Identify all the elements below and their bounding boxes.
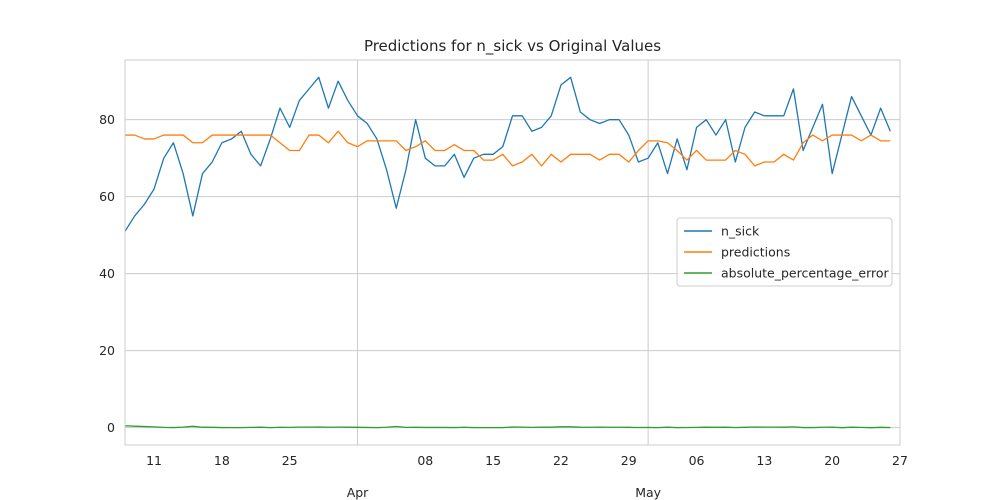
x-tick-label: 13 — [756, 453, 772, 468]
series-line-n-sick — [124, 76, 891, 232]
x-month-label: May — [635, 485, 661, 500]
x-tick-label: 06 — [689, 453, 705, 468]
legend-frame — [676, 217, 893, 287]
y-tick-label: 60 — [99, 189, 115, 204]
y-tick-label: 20 — [99, 343, 115, 358]
legend: n_sick predictions absolute_percentage_err… — [676, 217, 893, 287]
legend-label: n_sick — [721, 224, 760, 239]
x-tick-label: 27 — [892, 453, 908, 468]
series-line-predictions — [125, 130, 891, 167]
x-tick-label: 08 — [417, 453, 433, 468]
x-tick-label: 29 — [621, 453, 637, 468]
x-tick-label: 18 — [214, 453, 230, 468]
x-tick-label: 22 — [553, 453, 569, 468]
series-layer — [124, 76, 891, 429]
series-line-absolute-percentage-error — [124, 425, 891, 429]
x-month-label: Apr — [347, 485, 369, 500]
plot-frame — [124, 59, 901, 446]
chart-title: Predictions for n_sick vs Original Value… — [364, 37, 661, 56]
x-tick-label: 25 — [282, 453, 298, 468]
x-tick-label: 15 — [485, 453, 501, 468]
y-tick-label: 80 — [99, 112, 115, 127]
y-tick-label: 40 — [99, 266, 115, 281]
x-tick-label: 20 — [824, 453, 840, 468]
legend-label: absolute_percentage_error — [721, 266, 890, 281]
legend-label: predictions — [721, 245, 790, 260]
y-tick-label: 0 — [107, 420, 115, 435]
axes: 0 20 40 60 80 11 18 25 08 15 22 29 06 13 20 27 Apr May — [99, 112, 908, 500]
x-tick-label: 11 — [146, 453, 162, 468]
